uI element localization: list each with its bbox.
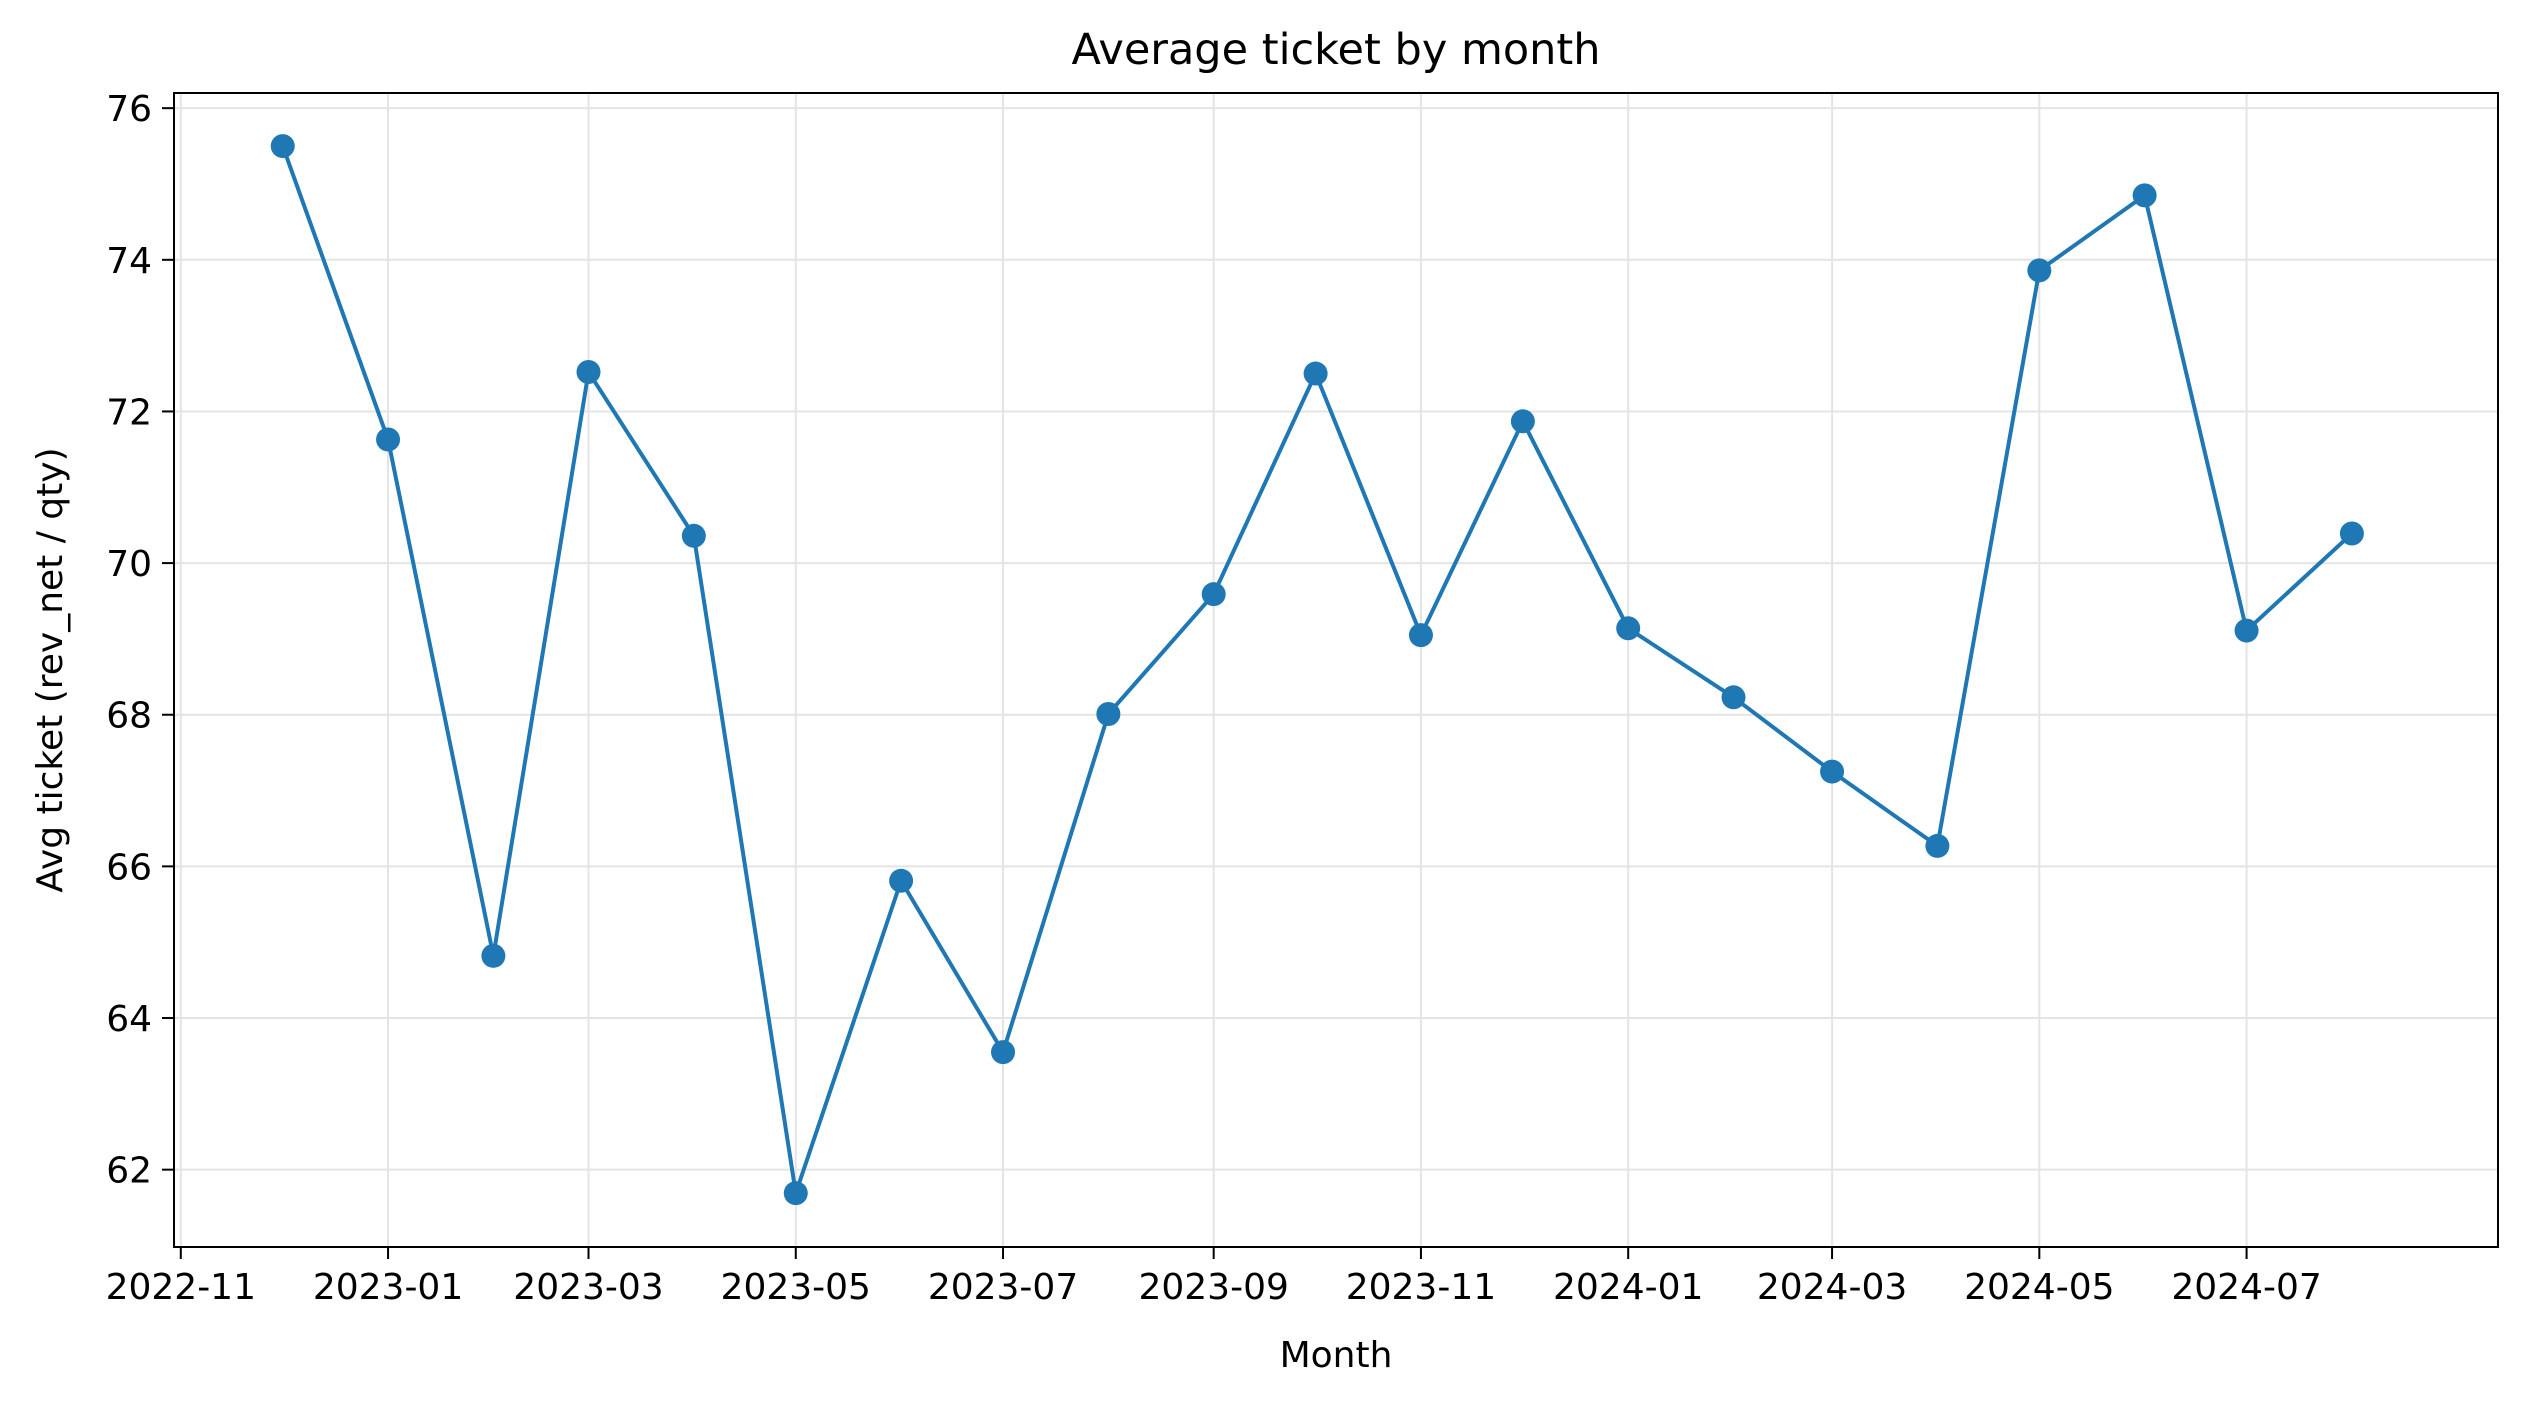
x-tick-label: 2023-01 xyxy=(313,1267,463,1308)
x-tick-label: 2024-05 xyxy=(1964,1267,2114,1308)
x-tick-label: 2024-07 xyxy=(2171,1267,2321,1308)
y-tick-label: 68 xyxy=(106,696,152,737)
plot-frame xyxy=(173,92,2499,1248)
grid-lines xyxy=(174,93,2498,1247)
data-point xyxy=(1303,361,1328,386)
data-points xyxy=(270,134,2364,1206)
data-point xyxy=(1925,833,1950,858)
data-point xyxy=(376,427,401,452)
y-tick-label: 66 xyxy=(106,847,152,888)
data-point xyxy=(1408,623,1433,648)
y-axis: 62 64 66 68 70 72 74 76 xyxy=(106,89,174,1192)
y-tick-label: 76 xyxy=(106,89,152,130)
data-point xyxy=(783,1181,808,1206)
y-tick-label: 70 xyxy=(106,544,152,585)
x-tick-label: 2023-07 xyxy=(928,1267,1078,1308)
data-point xyxy=(1616,616,1641,641)
data-point xyxy=(1510,409,1535,434)
data-point xyxy=(1201,582,1226,607)
x-tick-label: 2023-09 xyxy=(1138,1267,1288,1308)
data-point xyxy=(2027,258,2052,283)
x-tick-label: 2024-01 xyxy=(1553,1267,1703,1308)
data-point xyxy=(576,360,601,385)
data-point xyxy=(481,943,506,968)
y-tick-label: 72 xyxy=(106,392,152,433)
chart-title: Average ticket by month xyxy=(1071,25,1600,75)
x-tick-label: 2022-11 xyxy=(106,1267,256,1308)
data-point xyxy=(1820,759,1845,784)
y-axis-label: Avg ticket (rev_net / qty) xyxy=(30,447,71,892)
x-tick-label: 2023-05 xyxy=(721,1267,871,1308)
data-point xyxy=(2234,618,2259,643)
x-tick-label: 2024-03 xyxy=(1757,1267,1907,1308)
data-point xyxy=(991,1040,1016,1065)
y-tick-label: 74 xyxy=(106,241,152,282)
x-tick-label: 2023-03 xyxy=(513,1267,663,1308)
y-tick-label: 64 xyxy=(106,999,152,1040)
y-tick-label: 62 xyxy=(106,1151,152,1192)
x-tick-label: 2023-11 xyxy=(1346,1267,1496,1308)
data-point xyxy=(1721,685,1746,710)
data-point xyxy=(681,523,706,548)
data-point xyxy=(270,134,295,159)
data-point xyxy=(889,868,914,893)
data-point xyxy=(2339,521,2364,546)
data-point xyxy=(2132,183,2157,208)
x-axis-label: Month xyxy=(1280,1335,1393,1376)
x-axis: 2022-11 2023-01 2023-03 2023-05 2023-07 2023-… xyxy=(106,1247,2322,1308)
data-point xyxy=(1096,701,1121,726)
